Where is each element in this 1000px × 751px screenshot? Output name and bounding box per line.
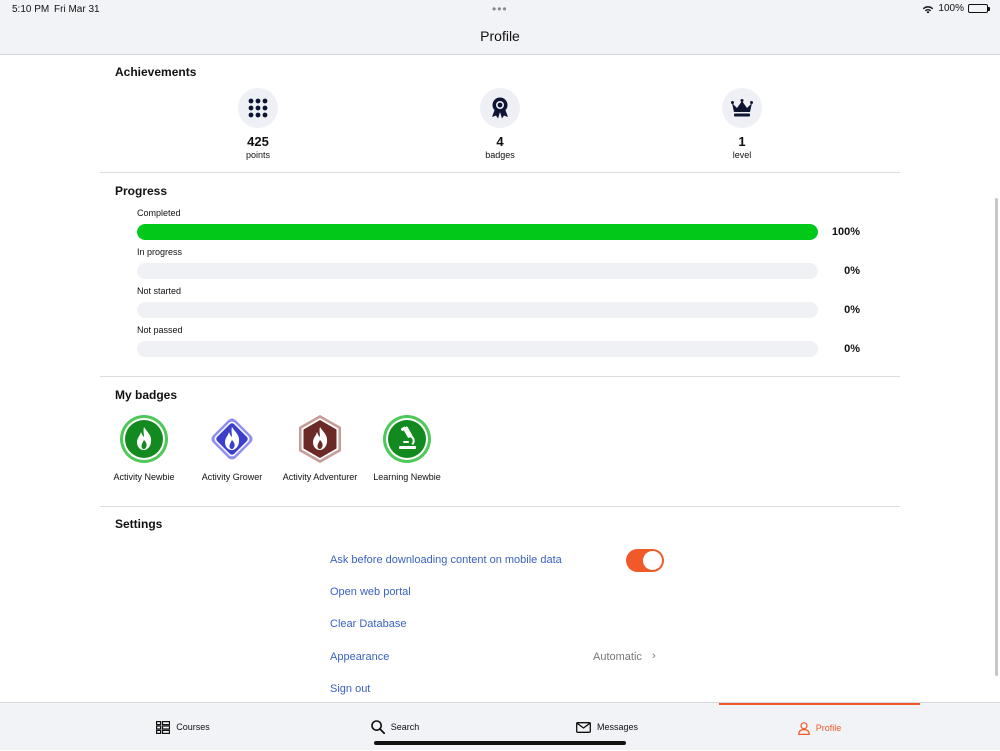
tab-label: Courses: [176, 722, 210, 732]
badge-learning-newbie[interactable]: Learning Newbie: [362, 414, 452, 482]
tab-courses[interactable]: Courses: [78, 703, 288, 751]
search-icon: [370, 720, 385, 734]
tab-search[interactable]: Search: [290, 703, 500, 751]
wifi-icon: [923, 5, 934, 13]
user-icon: [797, 721, 810, 735]
badge-activity-adventurer[interactable]: Activity Adventurer: [275, 414, 365, 482]
page-title: Profile: [480, 28, 520, 44]
home-indicator[interactable]: [374, 741, 626, 745]
progress-percent-not-started: 0%: [844, 304, 860, 316]
progress-bar-not-passed: [137, 341, 818, 357]
envelope-icon: [576, 721, 591, 733]
progress-label-in-progress: In progress: [137, 247, 183, 257]
achievement-icon-circle: [722, 88, 762, 128]
battery-percent: 100%: [938, 3, 964, 14]
badge-label: Activity Adventurer: [282, 472, 358, 482]
section-divider: [100, 172, 900, 173]
status-right: 100%: [922, 3, 990, 14]
progress-percent-not-passed: 0%: [844, 343, 860, 355]
sign-out-link[interactable]: Sign out: [330, 683, 371, 695]
appearance-setting[interactable]: Appearance: [330, 651, 390, 663]
grid-dots-icon: [248, 98, 268, 118]
flame-icon: [313, 427, 328, 450]
badges-title: My badges: [115, 388, 178, 402]
achievement-level: 1 level: [692, 88, 792, 160]
badge-emblem: [120, 415, 168, 463]
profile-content[interactable]: Achievements 425 points: [0, 55, 1000, 702]
achievement-label: level: [732, 150, 752, 160]
achievement-label: badges: [485, 150, 515, 160]
download-prompt-toggle[interactable]: [626, 549, 664, 572]
achievement-badges: 4 badges: [450, 88, 550, 160]
progress-bar-in-progress: [137, 263, 818, 279]
progress-bar-not-started: [137, 302, 818, 318]
achievement-value: 425: [247, 134, 269, 149]
tab-label: Messages: [596, 722, 639, 732]
badge-activity-newbie[interactable]: Activity Newbie: [99, 414, 189, 482]
progress-percent-in-progress: 0%: [844, 265, 860, 277]
status-time: 5:10 PM: [12, 4, 50, 15]
tab-profile[interactable]: Profile: [719, 703, 920, 751]
achievement-value: 4: [496, 134, 504, 149]
badge-label: Activity Grower: [201, 472, 263, 482]
multitask-dots-icon[interactable]: •••: [492, 2, 508, 16]
achievement-value: 1: [738, 134, 746, 149]
scrollbar[interactable]: [995, 198, 998, 676]
badge-label: Activity Newbie: [113, 472, 175, 482]
achievement-icon-circle: [238, 88, 278, 128]
flame-icon: [225, 427, 240, 450]
section-divider: [100, 376, 900, 377]
progress-fill: [137, 224, 818, 240]
open-web-portal-link[interactable]: Open web portal: [330, 586, 411, 598]
courses-grid-icon: [156, 720, 171, 734]
tab-label: Profile: [815, 723, 842, 733]
tab-messages[interactable]: Messages: [502, 703, 712, 751]
achievement-points: 425 points: [208, 88, 308, 160]
progress-bar-completed: [137, 224, 818, 240]
battery-icon: [968, 4, 990, 13]
appearance-value[interactable]: Automatic: [593, 651, 642, 663]
chevron-right-icon: ›: [652, 650, 656, 662]
nav-bar: Profile: [0, 20, 1000, 55]
download-prompt-label: Ask before downloading content on mobile…: [330, 554, 562, 566]
status-date: Fri Mar 31: [54, 4, 100, 15]
section-divider: [100, 506, 900, 507]
crown-icon: [731, 99, 753, 117]
award-ribbon-icon: [492, 97, 508, 119]
progress-label-not-passed: Not passed: [137, 325, 183, 335]
badge-activity-grower[interactable]: Activity Grower: [187, 414, 277, 482]
progress-label-not-started: Not started: [137, 286, 182, 296]
clear-database-link[interactable]: Clear Database: [330, 618, 407, 630]
achievement-icon-circle: [480, 88, 520, 128]
progress-label-completed: Completed: [137, 208, 181, 218]
tab-bar: Courses Search Messages Profile: [0, 702, 1000, 750]
badge-label: Learning Newbie: [373, 472, 441, 482]
progress-title: Progress: [115, 184, 168, 198]
tab-label: Search: [390, 722, 420, 732]
microscope-icon: [399, 426, 416, 449]
flame-icon: [137, 427, 152, 450]
badge-emblem: [383, 415, 431, 463]
settings-title: Settings: [115, 517, 163, 531]
status-bar: 5:10 PM Fri Mar 31 ••• 100%: [0, 0, 1000, 20]
achievement-label: points: [245, 150, 271, 160]
badge-emblem: [211, 418, 253, 460]
progress-percent-completed: 100%: [831, 226, 860, 238]
achievements-title: Achievements: [115, 65, 197, 79]
badge-emblem: [299, 415, 341, 463]
toggle-knob: [643, 551, 662, 570]
